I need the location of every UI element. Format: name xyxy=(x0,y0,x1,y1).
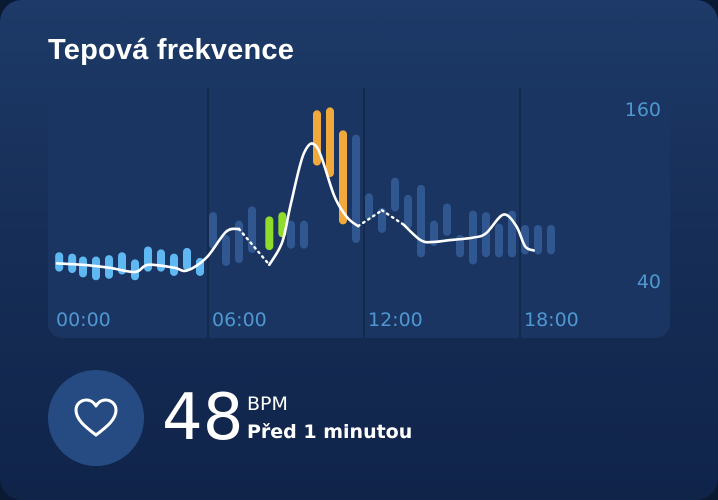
heart-button[interactable] xyxy=(48,370,144,466)
hr-line-segment xyxy=(402,213,535,252)
x-tick-label: 06:00 xyxy=(212,309,267,331)
current-bpm-value: 48 xyxy=(162,381,244,455)
hr-line-segment xyxy=(268,142,360,267)
heart-rate-chart[interactable]: 00:00 06:00 12:00 18:00 160 40 xyxy=(48,88,670,338)
hr-line-gap xyxy=(380,209,405,226)
y-tick-label: 40 xyxy=(637,271,661,293)
hr-line-segment xyxy=(55,227,241,274)
card-title: Tepová frekvence xyxy=(48,34,295,66)
x-tick-label: 00:00 xyxy=(56,309,111,331)
hr-line-gap xyxy=(356,209,384,228)
x-tick-label: 12:00 xyxy=(368,309,423,331)
last-measured-time: Před 1 minutou xyxy=(247,421,413,443)
y-tick-label: 160 xyxy=(625,99,661,121)
hr-line-gap xyxy=(237,227,271,267)
chart-canvas: 00:00 06:00 12:00 18:00 160 40 xyxy=(55,88,661,338)
heart-icon xyxy=(74,398,118,437)
x-tick-label: 18:00 xyxy=(524,309,579,331)
bpm-unit-label: BPM xyxy=(247,393,288,415)
